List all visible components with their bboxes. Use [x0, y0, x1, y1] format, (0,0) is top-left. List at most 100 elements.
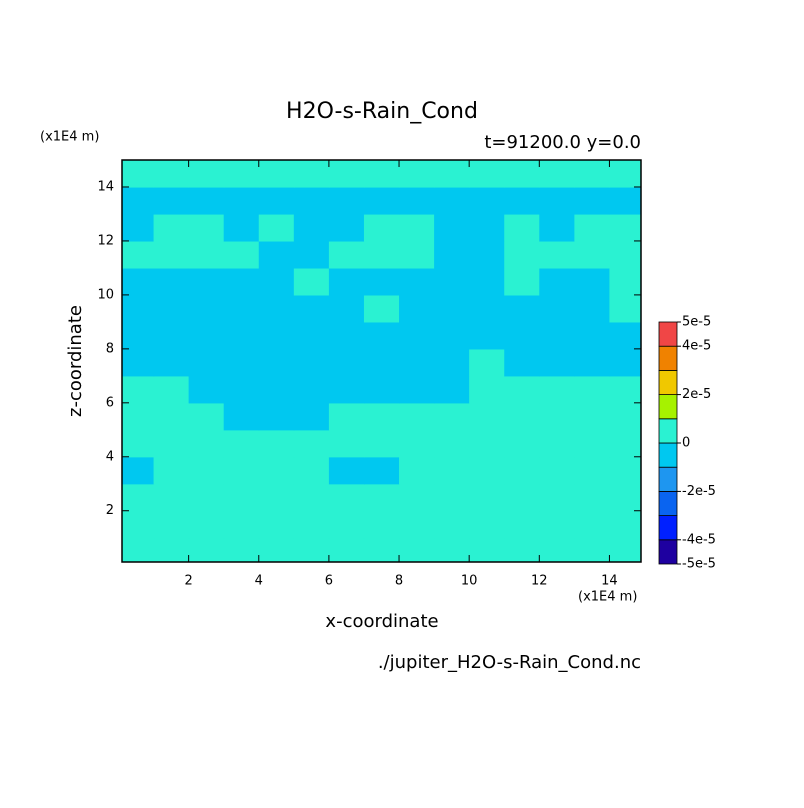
contour-cell: [223, 375, 260, 404]
contour-cell: [258, 267, 295, 296]
contour-cell: [434, 402, 470, 431]
contour-cell: [469, 402, 505, 431]
contour-cell: [504, 537, 540, 562]
contour-cell: [504, 321, 540, 350]
colorbar-band: [658, 369, 678, 395]
contour-cell: [153, 213, 190, 242]
contour-cell: [223, 510, 260, 539]
x-tick-label: 12: [531, 574, 548, 589]
contour-cell: [328, 375, 365, 404]
contour-cell: [574, 537, 611, 562]
colorbar-band: [658, 515, 678, 541]
contour-cell: [539, 402, 575, 431]
contour-cell: [539, 429, 575, 458]
contour-cell: [293, 429, 330, 458]
contour-cell: [609, 375, 641, 404]
contour-cell: [258, 321, 295, 350]
contour-cell: [258, 375, 295, 404]
contour-cell: [504, 160, 540, 188]
contour-cell: [223, 537, 260, 562]
contour-cell: [258, 160, 295, 188]
contour-cell: [328, 483, 365, 512]
colorbar-label: -4e-5: [682, 532, 716, 547]
contour-cell: [122, 483, 155, 512]
contour-cell: [469, 537, 505, 562]
contour-cell: [258, 456, 295, 485]
contour-cell: [122, 348, 155, 377]
contour-cell: [399, 483, 435, 512]
contour-cell: [504, 240, 540, 269]
colorbar-band: [658, 345, 678, 371]
contour-cell: [574, 267, 611, 296]
contour-cell: [434, 510, 470, 539]
contour-cell: [399, 294, 435, 323]
field: [122, 160, 641, 562]
contour-cell: [188, 348, 225, 377]
contour-cell: [293, 537, 330, 562]
contour-cell: [574, 213, 611, 242]
contour-cell: [188, 429, 225, 458]
contour-cell: [363, 483, 400, 512]
contour-cell: [363, 510, 400, 539]
contour-cell: [188, 267, 225, 296]
contour-cell: [469, 375, 505, 404]
contour-cell: [539, 267, 575, 296]
contour-cell: [223, 321, 260, 350]
contour-cell: [258, 537, 295, 562]
contour-cell: [328, 402, 365, 431]
y-tick-label: 12: [97, 233, 114, 248]
contour-cell: [574, 483, 611, 512]
contour-cell: [574, 429, 611, 458]
contour-cell: [539, 160, 575, 188]
contour-cell: [539, 510, 575, 539]
contour-cell: [434, 213, 470, 242]
y-tick-label: 10: [97, 287, 114, 302]
contour-cell: [434, 186, 470, 215]
contour-cell: [122, 429, 155, 458]
y-tick-label: 2: [106, 503, 114, 518]
contour-cell: [504, 375, 540, 404]
contour-cell: [399, 375, 435, 404]
contour-cell: [293, 186, 330, 215]
x-tick-label: 14: [601, 574, 618, 589]
contour-cell: [609, 402, 641, 431]
source-file: ./jupiter_H2O-s-Rain_Cond.nc: [378, 652, 641, 673]
contour-cell: [153, 483, 190, 512]
contour-cell: [363, 267, 400, 296]
y-tick-label: 6: [106, 395, 114, 410]
colorbar-band: [658, 418, 678, 444]
contour-cell: [504, 429, 540, 458]
contour-cell: [434, 240, 470, 269]
contour-cell: [469, 160, 505, 188]
colorbar-band: [658, 490, 678, 516]
y-tick-label: 14: [97, 179, 114, 194]
contour-cell: [469, 267, 505, 296]
contour-cell: [258, 240, 295, 269]
contour-cell: [223, 213, 260, 242]
contour-cell: [188, 321, 225, 350]
contour-cell: [293, 375, 330, 404]
contour-cell: [122, 213, 155, 242]
contour-cell: [574, 402, 611, 431]
contour-cell: [153, 429, 190, 458]
colorbar-band: [658, 539, 678, 565]
contour-cell: [469, 240, 505, 269]
contour-cell: [469, 510, 505, 539]
contour-cell: [469, 348, 505, 377]
contour-cell: [293, 240, 330, 269]
contour-cell: [539, 240, 575, 269]
contour-cell: [539, 537, 575, 562]
contour-cell: [188, 510, 225, 539]
contour-cell: [153, 160, 190, 188]
contour-cell: [223, 240, 260, 269]
contour-cell: [122, 375, 155, 404]
contour-cell: [258, 348, 295, 377]
plot-frame: [121, 159, 642, 563]
contour-cell: [153, 402, 190, 431]
contour-cell: [328, 240, 365, 269]
contour-cell: [328, 186, 365, 215]
contour-cell: [328, 267, 365, 296]
contour-cell: [399, 402, 435, 431]
contour-cell: [223, 160, 260, 188]
contour-cell: [188, 240, 225, 269]
